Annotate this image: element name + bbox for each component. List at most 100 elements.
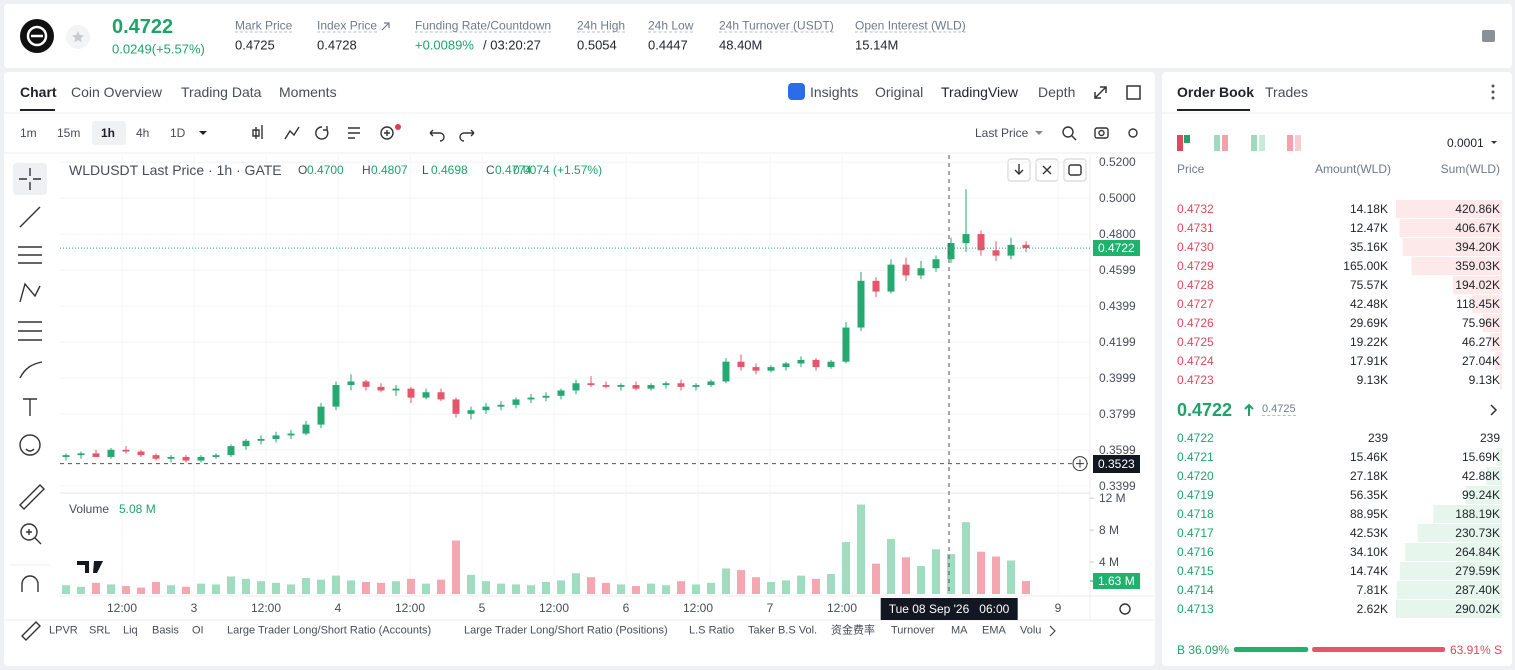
ob-sum: 290.02K [1455, 602, 1500, 616]
price-source[interactable]: Last Price [975, 126, 1029, 140]
volume-bar [707, 582, 715, 594]
precision-caret[interactable] [1491, 141, 1497, 144]
depth-bar [1399, 562, 1502, 580]
indicator-tab[interactable]: Basis [152, 624, 179, 637]
last-price-tag: 0.4722 [1093, 240, 1140, 257]
ob-tab[interactable]: Trades [1265, 84, 1309, 100]
drawing-tools[interactable] [18, 168, 45, 641]
y-tick-label: 0.3399 [1099, 478, 1136, 493]
candle-body [437, 392, 445, 400]
chart-tab[interactable]: Coin Overview [71, 84, 163, 100]
chart-tab[interactable]: Trading Data [181, 84, 262, 100]
indicator-tab[interactable]: Liq [123, 624, 138, 637]
ob-sum: 75.96K [1461, 316, 1500, 330]
volume-bar [362, 582, 370, 594]
volume-bar [812, 578, 820, 594]
interval[interactable]: 1D [170, 126, 186, 140]
volume-bar [617, 584, 625, 594]
volume-bar [482, 581, 490, 594]
depth-bar [1417, 524, 1502, 542]
view-tab[interactable]: Original [875, 84, 924, 100]
depth-bar [1453, 276, 1502, 294]
view-tab[interactable]: Insights [810, 84, 859, 100]
indicator-tab[interactable]: LPVR [49, 624, 78, 637]
indicator-tab[interactable]: Volu [1020, 624, 1042, 637]
external-link-icon [381, 22, 390, 31]
chart-tab[interactable]: Moments [279, 84, 337, 100]
candle-body [77, 453, 85, 456]
indicator-tab[interactable]: 资金费率 [831, 624, 875, 637]
interval[interactable]: 1m [20, 126, 37, 140]
last-volume-tag: 1.63 M [1093, 572, 1140, 589]
depth-bar [1396, 581, 1502, 599]
volume-bar [347, 580, 355, 594]
y-tick-label: 0.3599 [1099, 442, 1136, 457]
time-label: 12:00 [394, 601, 426, 615]
candle-body [137, 451, 145, 456]
time-label: 12:00 [538, 601, 570, 615]
ob-sum: 42.88K [1461, 469, 1500, 483]
ob-view-icon[interactable] [1177, 135, 1183, 151]
legend-value: 0.4698 [431, 163, 468, 177]
volume-bar [962, 522, 970, 594]
stat-value: 0.4728 [317, 37, 357, 53]
ai-icon [788, 83, 805, 100]
depth-bar [1433, 505, 1502, 523]
precision[interactable]: 0.0001 [1447, 136, 1484, 150]
volume-bar [227, 576, 235, 594]
ob-amount: 27.18K [1349, 469, 1388, 483]
indicator-tab[interactable]: MA [951, 624, 968, 637]
indicator-tab[interactable]: L.S Ratio [689, 624, 735, 637]
view-tab[interactable]: TradingView [941, 84, 1019, 100]
ob-view-icon[interactable] [1214, 135, 1220, 151]
indicator-tab[interactable]: OI [192, 624, 204, 637]
volume-bar [257, 581, 265, 594]
volume-bar [182, 586, 190, 594]
stat-label: Mark Price [235, 18, 293, 33]
mid-more[interactable] [1490, 404, 1498, 416]
column-header: Price [1177, 162, 1205, 176]
indicator-tab[interactable]: Turnover [891, 624, 935, 637]
chart-tab[interactable]: Chart [20, 84, 57, 100]
window-icon[interactable] [1126, 85, 1141, 100]
ob-view-icon[interactable] [1251, 135, 1257, 151]
mid-price: 0.4722 [1177, 400, 1233, 420]
ob-view-icon [1259, 135, 1265, 151]
indicator-tab[interactable]: SRL [89, 624, 111, 637]
candle-body [557, 390, 565, 396]
candle-body [287, 433, 295, 436]
source-caret[interactable] [1035, 131, 1043, 135]
notes-icon[interactable] [1482, 30, 1495, 42]
ob-tab[interactable]: Order Book [1177, 84, 1255, 100]
interval[interactable]: 1h [101, 126, 116, 140]
indicator-tab[interactable]: Large Trader Long/Short Ratio (Positions… [464, 624, 668, 637]
chart-overlay-buttons[interactable] [1007, 158, 1131, 615]
ob-amount: 12.47K [1349, 221, 1388, 235]
interval[interactable]: 4h [136, 126, 150, 140]
ob-price: 0.4723 [1177, 373, 1214, 387]
ob-sum: 264.84K [1455, 545, 1500, 559]
volume-tick-label: 8 M [1099, 523, 1120, 538]
indicator-tab[interactable]: Large Trader Long/Short Ratio (Accounts) [227, 624, 432, 637]
ob-view-icon[interactable] [1287, 135, 1293, 151]
candle-body [392, 388, 400, 391]
ob-price: 0.4720 [1177, 469, 1214, 483]
candle-body [767, 367, 775, 371]
volume-bar [242, 578, 250, 594]
candle-body [962, 234, 970, 244]
stat-label: Index Price [317, 18, 378, 33]
price-change: 0.0249(+5.57%) [112, 41, 205, 57]
indicator-tab[interactable]: EMA [982, 624, 1006, 637]
indicator-more[interactable] [1049, 625, 1056, 637]
expand-icon[interactable] [1094, 86, 1107, 99]
volume-bar [332, 575, 340, 594]
interval[interactable]: 15m [57, 126, 81, 140]
view-tab[interactable]: Depth [1038, 84, 1076, 100]
more-dots[interactable] [1491, 84, 1495, 100]
interval-caret[interactable] [199, 131, 207, 135]
volume-bar [857, 504, 865, 594]
time-label: 12:00 [826, 601, 858, 615]
time-label: 4 [334, 601, 342, 615]
volume-bar [827, 574, 835, 594]
indicator-tab[interactable]: Taker B.S Vol. [748, 624, 818, 637]
